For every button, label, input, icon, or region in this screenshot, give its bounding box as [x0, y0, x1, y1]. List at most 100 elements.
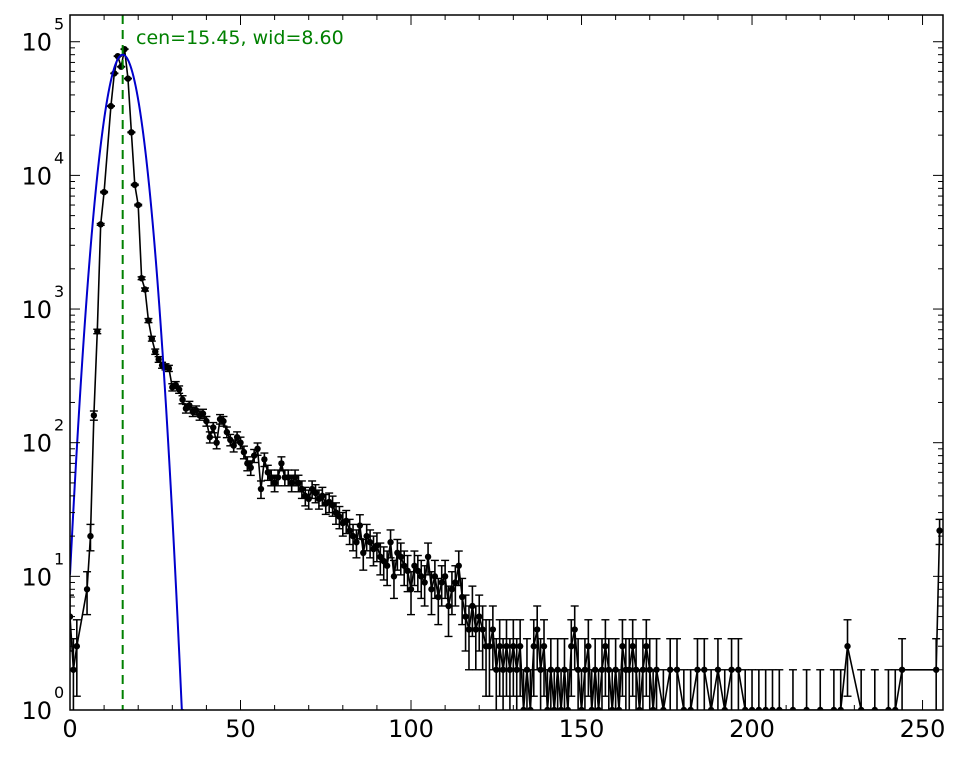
data-point — [932, 666, 940, 673]
data-point — [199, 410, 207, 417]
data-point — [598, 666, 606, 673]
gaussian-fit-line — [70, 53, 184, 710]
data-point — [319, 492, 326, 500]
data-point — [564, 706, 572, 710]
data-point — [203, 417, 210, 425]
data-point — [844, 643, 851, 650]
data-point — [312, 489, 319, 497]
data-point — [742, 706, 749, 710]
data-point — [520, 706, 527, 710]
data-point — [421, 579, 428, 586]
data-point — [418, 573, 425, 580]
data-point — [94, 328, 101, 335]
data-point — [155, 356, 162, 363]
data-point — [789, 706, 797, 710]
data-point — [714, 666, 722, 673]
data-point — [776, 706, 783, 710]
data-point — [554, 666, 561, 673]
data-point — [595, 706, 602, 710]
data-point — [363, 532, 370, 540]
data-point — [513, 666, 520, 673]
data-point — [148, 335, 156, 342]
data-point — [735, 666, 742, 673]
data-point — [213, 439, 220, 446]
data-point — [285, 474, 292, 481]
data-point — [489, 626, 497, 633]
data-point — [336, 513, 343, 520]
data-point — [445, 602, 452, 610]
data-point — [97, 221, 104, 228]
data-point — [568, 643, 575, 650]
data-point — [574, 666, 582, 673]
data-point — [762, 706, 769, 710]
data-point — [721, 706, 728, 710]
data-point — [605, 666, 613, 673]
data-point — [551, 706, 558, 710]
data-point — [400, 562, 408, 569]
fit-annotation: cen=15.45, wid=8.60 — [136, 27, 344, 49]
data-point — [165, 365, 173, 372]
data-point — [452, 579, 459, 586]
data-point — [486, 643, 493, 650]
data-point — [278, 460, 285, 467]
y-tick-label-exp: 0 — [54, 683, 64, 702]
data-point — [261, 456, 268, 463]
data-point — [523, 666, 531, 673]
data-point — [305, 495, 312, 503]
data-point — [288, 479, 295, 487]
data-point — [428, 586, 435, 593]
data-point — [90, 412, 98, 419]
data-point — [503, 643, 510, 650]
y-tick-label-base: 10 — [21, 296, 52, 324]
data-point — [472, 626, 480, 633]
y-tick-label-exp: 5 — [54, 15, 64, 34]
data-point — [585, 643, 592, 650]
data-point — [186, 402, 193, 409]
data-point — [124, 75, 132, 82]
y-tick-label-exp: 3 — [54, 282, 64, 301]
y-tick-label-exp: 4 — [54, 148, 64, 167]
data-point — [469, 602, 476, 610]
data-point — [247, 464, 254, 471]
x-tick-label: 150 — [559, 715, 605, 743]
data-point — [591, 666, 599, 673]
data-point — [830, 706, 838, 710]
data-point — [537, 666, 544, 673]
data-point — [100, 188, 108, 196]
data-point — [769, 706, 776, 710]
data-point — [643, 643, 650, 650]
data-point — [694, 666, 701, 673]
data-point — [493, 666, 500, 673]
data-point — [673, 666, 681, 673]
data-point — [240, 448, 248, 456]
data-point — [499, 666, 507, 673]
data-point — [390, 573, 398, 580]
x-tick-label: 100 — [388, 715, 434, 743]
data-point — [629, 643, 636, 650]
data-point — [233, 433, 241, 441]
data-point — [448, 586, 456, 593]
data-point — [462, 613, 469, 620]
data-point — [87, 532, 94, 540]
data-point — [138, 275, 145, 282]
x-tick-label: 250 — [900, 715, 946, 743]
data-point — [615, 706, 623, 710]
data-point — [476, 613, 483, 620]
x-tick-label: 200 — [729, 715, 775, 743]
data-point — [152, 348, 159, 355]
data-point — [666, 666, 674, 673]
data-point — [728, 666, 735, 673]
data-point — [397, 553, 404, 561]
y-tick-label-base: 10 — [21, 430, 52, 458]
data-point — [83, 586, 91, 593]
data-point — [936, 527, 943, 534]
data-point — [438, 579, 445, 586]
data-point — [267, 474, 275, 481]
data-point — [404, 567, 411, 575]
data-point — [257, 485, 265, 493]
data-point — [441, 573, 449, 580]
data-point — [353, 539, 360, 546]
data-layer — [70, 45, 943, 710]
data-point — [435, 593, 442, 601]
